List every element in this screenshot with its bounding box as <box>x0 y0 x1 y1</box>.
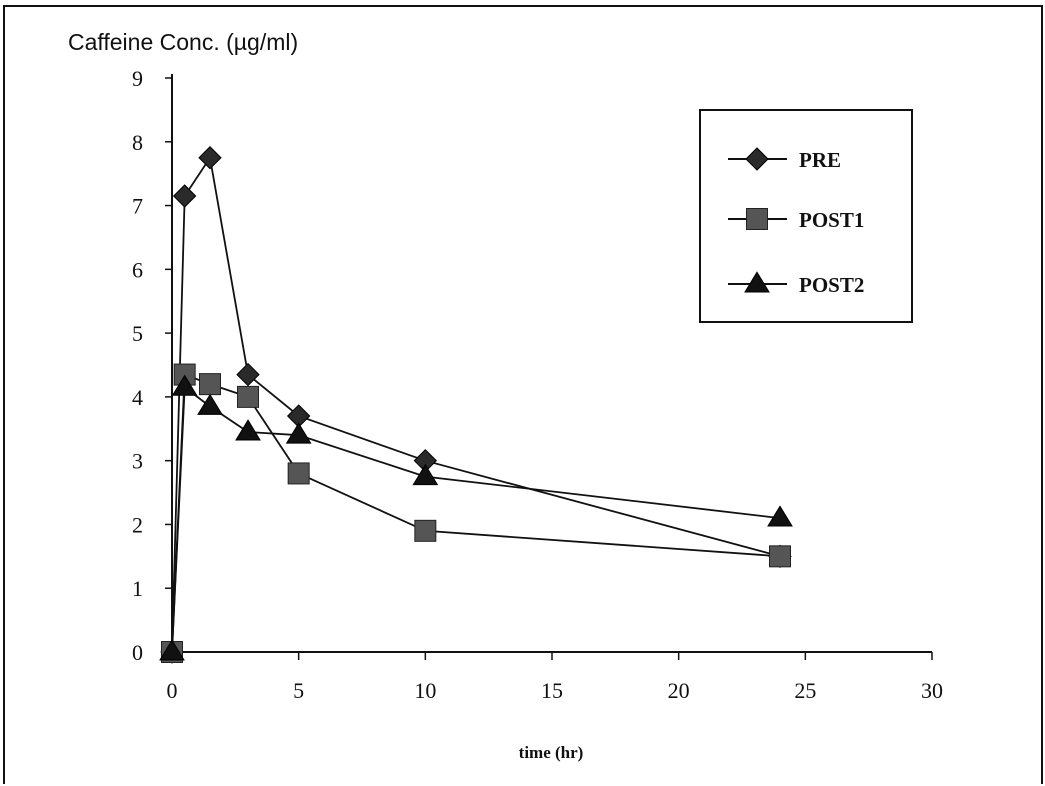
x-tick-label: 10 <box>414 678 436 703</box>
series-markers <box>159 146 793 664</box>
x-tick-label: 15 <box>541 678 563 703</box>
y-tick-label: 3 <box>132 449 143 474</box>
data-point-post2 <box>412 463 439 486</box>
legend-box <box>699 109 913 323</box>
x-tick-label: 5 <box>293 678 304 703</box>
y-tick-label: 0 <box>132 640 143 665</box>
data-point-pre <box>236 362 260 387</box>
y-tick-label: 7 <box>132 194 143 219</box>
data-point-pre <box>172 184 197 208</box>
data-point-post1 <box>769 545 791 568</box>
x-tick-label: 25 <box>794 678 816 703</box>
axes: 0 1 2 3 4 5 6 7 8 9 0 5 10 15 20 25 30 <box>132 66 943 703</box>
legend-label-post2: POST2 <box>799 273 864 297</box>
y-tick-label: 1 <box>132 576 143 601</box>
series-lines <box>171 155 781 653</box>
data-point-post1 <box>287 462 310 485</box>
y-axis-label: Caffeine Conc. (µg/ml) <box>68 29 298 55</box>
x-axis-label: time (hr) <box>519 743 584 762</box>
data-point-post2 <box>285 422 312 444</box>
y-tick-label: 4 <box>132 385 143 410</box>
legend-label-post1: POST1 <box>799 208 864 232</box>
y-tick-label: 8 <box>132 130 143 155</box>
legend-marker-pre <box>745 147 769 171</box>
data-point-post2 <box>171 374 198 396</box>
legend-marker-post1 <box>746 208 768 230</box>
legend-label-pre: PRE <box>799 148 841 172</box>
legend-marker-post2 <box>744 271 770 293</box>
y-tick-label: 5 <box>132 321 143 346</box>
y-tick-label: 2 <box>132 512 143 537</box>
data-point-post1 <box>414 519 437 542</box>
data-point-post2 <box>197 393 223 415</box>
x-tick-label: 30 <box>921 678 943 703</box>
data-point-post1 <box>199 373 221 396</box>
x-tick-label: 20 <box>668 678 690 703</box>
y-tick-label: 9 <box>132 66 143 91</box>
data-point-post1 <box>237 385 259 408</box>
data-point-pre <box>198 146 222 170</box>
legend: PRE POST1 POST2 <box>699 109 913 323</box>
data-point-post2 <box>767 505 793 527</box>
series-line-pre <box>171 155 781 653</box>
series-line-post2 <box>171 385 781 653</box>
x-tick-label: 0 <box>167 678 178 703</box>
data-point-post2 <box>159 639 185 661</box>
series-line-post1 <box>171 373 781 653</box>
data-point-post2 <box>235 419 261 441</box>
chart-frame <box>3 5 1043 784</box>
y-tick-label: 6 <box>132 257 143 282</box>
